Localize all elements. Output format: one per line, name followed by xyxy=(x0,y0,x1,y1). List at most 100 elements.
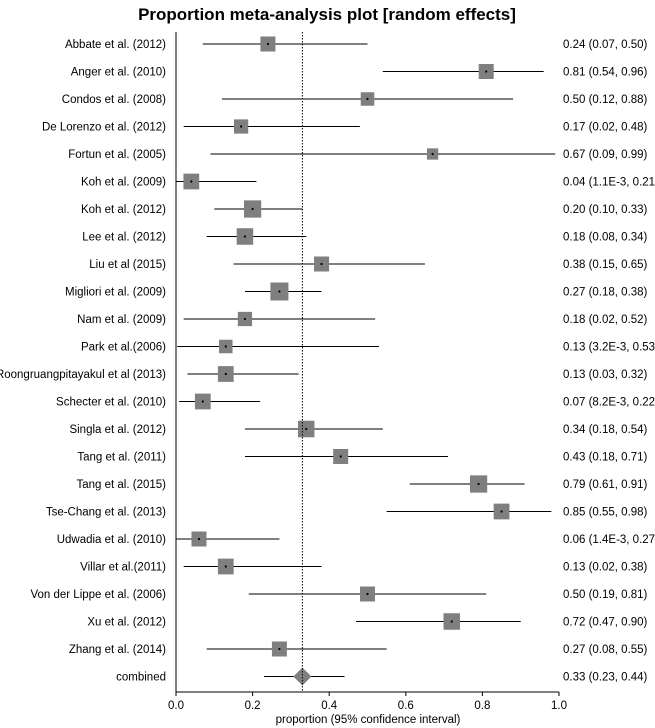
point-estimate-dot xyxy=(240,125,243,128)
point-estimate-dot xyxy=(251,207,254,211)
combined-row: combined 0.33 (0.23, 0.44) xyxy=(116,667,648,686)
study-label: Tse-Chang et al. (2013) xyxy=(46,507,166,519)
study-label: Schecter et al. (2010) xyxy=(56,397,166,409)
combined-ci-value-label: 0.33 (0.23, 0.44) xyxy=(563,672,648,684)
study-row: Tse-Chang et al. (2013) 0.85 (0.55, 0.98) xyxy=(46,503,648,520)
ci-value-label: 0.67 (0.09, 0.99) xyxy=(563,149,648,161)
ci-value-label: 0.27 (0.08, 0.55) xyxy=(563,644,648,656)
study-label: Fortun et al. (2005) xyxy=(68,149,166,161)
ci-value-label: 0.50 (0.12, 0.88) xyxy=(563,94,648,106)
study-row: Fortun et al. (2005) 0.67 (0.09, 0.99) xyxy=(68,148,648,161)
ci-value-label: 0.50 (0.19, 0.81) xyxy=(563,589,648,601)
point-estimate-dot xyxy=(224,345,227,348)
ci-value-label: 0.72 (0.47, 0.90) xyxy=(563,617,648,629)
study-label: Zhang et al. (2014) xyxy=(69,644,166,656)
study-label: Xu et al. (2012) xyxy=(87,617,166,629)
study-row: Migliori et al. (2009) 0.27 (0.18, 0.38) xyxy=(65,282,648,301)
ci-value-label: 0.20 (0.10, 0.33) xyxy=(563,204,648,216)
study-row: Zhang et al. (2014) 0.27 (0.08, 0.55) xyxy=(69,641,648,657)
study-row: Tang et al. (2011) 0.43 (0.18, 0.71) xyxy=(77,449,648,464)
ci-value-label: 0.13 (0.02, 0.38) xyxy=(563,562,648,574)
study-row: Udwadia et al. (2010) 0.06 (1.4E-3, 0.27) xyxy=(57,531,655,547)
study-label: Abbate et al. (2012) xyxy=(65,39,166,51)
x-tick-label: 0.0 xyxy=(168,700,184,712)
point-estimate-dot xyxy=(190,180,193,183)
study-row: De Lorenzo et al. (2012) 0.17 (0.02, 0.48… xyxy=(42,119,648,134)
ci-value-label: 0.07 (8.2E-3, 0.22) xyxy=(563,397,655,409)
study-row: Schecter et al. (2010) 0.07 (8.2E-3, 0.22… xyxy=(56,393,655,410)
study-label: Tang et al. (2015) xyxy=(76,479,166,491)
ci-value-label: 0.81 (0.54, 0.96) xyxy=(563,67,648,79)
ci-value-label: 0.43 (0.18, 0.71) xyxy=(563,452,648,464)
x-tick-label: 0.8 xyxy=(474,700,490,712)
point-estimate-dot xyxy=(278,647,281,651)
point-estimate-dot xyxy=(197,537,201,541)
study-row: Nam et al. (2009) 0.18 (0.02, 0.52) xyxy=(77,311,648,327)
study-label: Udwadia et al. (2010) xyxy=(57,534,166,546)
combined-diamond xyxy=(293,667,312,686)
study-label: Anger et al. (2010) xyxy=(71,67,166,79)
study-label: Von der Lippe et al. (2006) xyxy=(30,589,166,601)
study-label: De Lorenzo et al. (2012) xyxy=(42,122,166,134)
study-row: Park et al.(2006) 0.13 (3.2E-3, 0.53) xyxy=(81,339,655,354)
study-label: Roongruangpitayakul et al (2013) xyxy=(0,369,166,381)
point-estimate-dot xyxy=(366,592,369,596)
ci-value-label: 0.13 (3.2E-3, 0.53) xyxy=(563,342,655,354)
point-estimate-dot xyxy=(477,482,480,486)
point-estimate-dot xyxy=(305,427,308,431)
study-row: Liu et al (2015) 0.38 (0.15, 0.65) xyxy=(89,256,648,272)
study-row: Villar et al.(2011) 0.13 (0.02, 0.38) xyxy=(80,558,648,575)
ci-value-label: 0.18 (0.02, 0.52) xyxy=(563,314,648,326)
study-row: Roongruangpitayakul et al (2013) 0.13 (0.… xyxy=(0,366,648,382)
plot-rows: Abbate et al. (2012) 0.24 (0.07, 0.50) Ang… xyxy=(0,36,655,686)
study-label: Migliori et al. (2009) xyxy=(65,287,166,299)
study-row: Xu et al. (2012) 0.72 (0.47, 0.90) xyxy=(87,613,648,630)
point-estimate-dot xyxy=(366,97,369,101)
point-estimate-dot xyxy=(224,372,227,376)
ci-value-label: 0.24 (0.07, 0.50) xyxy=(563,39,648,51)
study-label: Condos et al. (2008) xyxy=(62,94,166,106)
study-label: Koh et al. (2009) xyxy=(81,177,166,189)
point-estimate-dot xyxy=(243,235,247,238)
point-estimate-dot xyxy=(201,400,204,403)
point-estimate-dot xyxy=(224,565,227,568)
study-label: Villar et al.(2011) xyxy=(80,562,166,574)
point-estimate-dot xyxy=(485,70,488,73)
x-tick-label: 0.2 xyxy=(245,700,261,712)
ci-value-label: 0.27 (0.18, 0.38) xyxy=(563,287,648,299)
x-tick-label: 1.0 xyxy=(551,700,567,712)
plot-axes: 0.0 0.2 0.4 0.6 0.8 1.0 xyxy=(168,32,567,712)
study-label: Singla et al. (2012) xyxy=(69,424,166,436)
study-row: Lee et al. (2012) 0.18 (0.08, 0.34) xyxy=(82,228,648,245)
study-label: Nam et al. (2009) xyxy=(77,314,166,326)
ci-value-label: 0.06 (1.4E-3, 0.27) xyxy=(563,534,655,546)
ci-value-label: 0.18 (0.08, 0.34) xyxy=(563,232,648,244)
study-label: Liu et al (2015) xyxy=(89,259,166,271)
study-row: Von der Lippe et al. (2006) 0.50 (0.19, 0… xyxy=(30,586,648,602)
study-row: Anger et al. (2010) 0.81 (0.54, 0.96) xyxy=(71,64,648,79)
study-label: Park et al.(2006) xyxy=(81,342,166,354)
point-estimate-dot xyxy=(266,42,270,46)
point-estimate-dot xyxy=(278,290,281,293)
study-label: Koh et al. (2012) xyxy=(81,204,166,216)
point-estimate-dot xyxy=(450,620,453,623)
point-estimate-dot xyxy=(320,262,323,266)
study-row: Singla et al. (2012) 0.34 (0.18, 0.54) xyxy=(69,420,648,438)
chart-title: Proportion meta-analysis plot [random ef… xyxy=(138,5,516,24)
ci-value-label: 0.17 (0.02, 0.48) xyxy=(563,122,648,134)
ci-value-label: 0.85 (0.55, 0.98) xyxy=(563,507,648,519)
study-row: Tang et al. (2015) 0.79 (0.61, 0.91) xyxy=(76,475,648,493)
ci-value-label: 0.79 (0.61, 0.91) xyxy=(563,479,648,491)
ci-value-label: 0.13 (0.03, 0.32) xyxy=(563,369,648,381)
point-estimate-dot xyxy=(500,510,503,513)
point-estimate-dot xyxy=(339,455,342,458)
study-row: Condos et al. (2008) 0.50 (0.12, 0.88) xyxy=(62,92,648,106)
x-axis-title: proportion (95% confidence interval) xyxy=(276,714,461,726)
study-label: Tang et al. (2011) xyxy=(77,452,166,464)
study-row: Koh et al. (2012) 0.20 (0.10, 0.33) xyxy=(81,200,648,218)
point-estimate-dot xyxy=(243,317,247,321)
study-label: Lee et al. (2012) xyxy=(82,232,166,244)
x-tick-label: 0.4 xyxy=(321,700,338,712)
x-tick-label: 0.6 xyxy=(398,700,414,712)
